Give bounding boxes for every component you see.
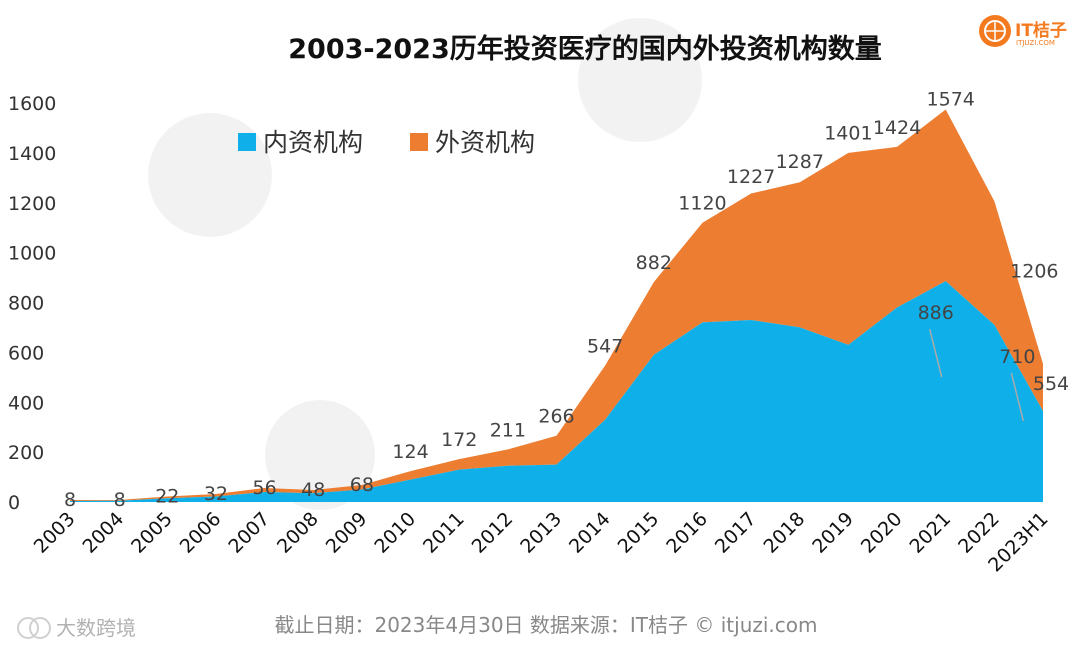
x-tick-label: 2015 bbox=[614, 508, 664, 558]
x-tick-label: 2019 bbox=[808, 508, 858, 558]
data-label-total: 8 bbox=[64, 489, 76, 511]
x-tick-label: 2014 bbox=[565, 508, 615, 558]
data-label-total: 1227 bbox=[727, 166, 775, 188]
data-label-total: 68 bbox=[350, 474, 374, 496]
x-tick-label: 2013 bbox=[516, 508, 566, 558]
label-leader-line bbox=[928, 328, 943, 378]
y-tick-label: 800 bbox=[8, 293, 44, 315]
data-label-total: 172 bbox=[441, 429, 477, 451]
data-label-total: 1287 bbox=[776, 151, 824, 173]
legend-label-foreign: 外资机构 bbox=[435, 128, 535, 157]
x-tick-label: 2005 bbox=[127, 508, 177, 558]
data-label-total: 882 bbox=[636, 252, 672, 274]
x-tick-label: 2010 bbox=[370, 508, 420, 558]
brand-name: IT桔子 bbox=[1015, 20, 1067, 41]
data-label-total: 211 bbox=[490, 419, 526, 441]
series-area-domestic bbox=[70, 281, 1043, 502]
y-tick-label: 600 bbox=[8, 342, 44, 364]
y-tick-label: 0 bbox=[8, 492, 20, 514]
x-tick-label: 2004 bbox=[78, 508, 128, 558]
x-tick-label: 2021 bbox=[905, 508, 955, 558]
legend-label-domestic: 内资机构 bbox=[263, 128, 363, 157]
series-area-foreign bbox=[70, 109, 1043, 501]
data-label-total: 32 bbox=[204, 483, 228, 505]
brand-url: ITJUZI.COM bbox=[1016, 39, 1055, 47]
data-label-total: 266 bbox=[538, 406, 574, 428]
y-tick-label: 1200 bbox=[8, 193, 56, 215]
data-label-total: 1401 bbox=[824, 123, 872, 145]
watermark-orange-icon bbox=[578, 18, 702, 142]
data-label-domestic: 710 bbox=[999, 346, 1035, 368]
x-tick-label: 2016 bbox=[662, 508, 712, 558]
legend-swatch-foreign bbox=[410, 133, 428, 151]
x-tick-label: 2020 bbox=[857, 508, 907, 558]
brand-logo: IT桔子 ITJUZI.COM bbox=[979, 15, 1067, 47]
x-tick-label: 2003 bbox=[30, 508, 80, 558]
legend: 内资机构 外资机构 bbox=[238, 128, 535, 157]
data-label-total: 22 bbox=[155, 486, 179, 508]
y-tick-label: 1400 bbox=[8, 143, 56, 165]
data-label-total: 1424 bbox=[873, 117, 921, 139]
x-tick-label: 2006 bbox=[176, 508, 226, 558]
x-tick-label: 2011 bbox=[419, 508, 469, 558]
data-label-total: 554 bbox=[1033, 373, 1069, 395]
watermark-text: 大数跨境 bbox=[56, 616, 136, 640]
watermark-orange-icon bbox=[148, 113, 272, 237]
x-axis: 2003200420052006200720082009201020112012… bbox=[30, 508, 1053, 576]
x-tick-label: 2008 bbox=[273, 508, 323, 558]
data-label-total: 8 bbox=[114, 489, 126, 511]
data-label-domestic: 886 bbox=[918, 302, 954, 324]
chart-title: 2003-2023历年投资医疗的国内外投资机构数量 bbox=[288, 33, 882, 65]
watermark-wechat-logo: 大数跨境 bbox=[17, 616, 136, 640]
x-tick-label: 2007 bbox=[224, 508, 274, 558]
y-tick-label: 400 bbox=[8, 392, 44, 414]
footer-source: 截止日期：2023年4月30日 数据来源：IT桔子 © itjuzi.com bbox=[274, 613, 817, 637]
plot-area bbox=[70, 109, 1043, 502]
data-label-total: 48 bbox=[301, 479, 325, 501]
legend-swatch-domestic bbox=[238, 133, 256, 151]
data-label-total: 547 bbox=[587, 336, 623, 358]
y-tick-label: 1600 bbox=[8, 93, 56, 115]
data-label-total: 124 bbox=[392, 441, 428, 463]
y-axis: 0 200 400 600 800 1000 1200 1400 1600 bbox=[8, 93, 56, 514]
x-tick-label: 2012 bbox=[468, 508, 518, 558]
x-tick-label: 2009 bbox=[322, 508, 372, 558]
x-tick-label: 2017 bbox=[711, 508, 761, 558]
y-tick-label: 1000 bbox=[8, 243, 56, 265]
data-label-total: 1206 bbox=[1010, 260, 1058, 282]
data-label-total: 1574 bbox=[927, 88, 975, 110]
label-leader-line bbox=[1010, 372, 1025, 422]
data-label-total: 1120 bbox=[678, 193, 726, 215]
wechat-icon bbox=[29, 617, 51, 639]
watermark-orange-icon bbox=[265, 400, 375, 510]
x-tick-label: 2018 bbox=[760, 508, 810, 558]
data-label-total: 56 bbox=[253, 477, 277, 499]
y-tick-label: 200 bbox=[8, 442, 44, 464]
